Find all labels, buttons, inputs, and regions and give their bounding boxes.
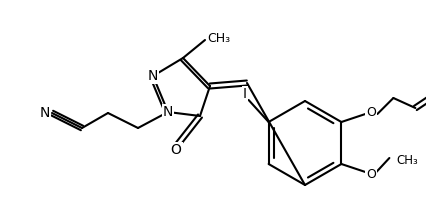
Text: CH₃: CH₃ bbox=[396, 154, 417, 167]
Text: I: I bbox=[242, 87, 246, 101]
Text: O: O bbox=[170, 143, 181, 157]
Text: N: N bbox=[147, 69, 158, 83]
Text: N: N bbox=[40, 106, 50, 120]
Text: CH₃: CH₃ bbox=[207, 31, 230, 44]
Text: O: O bbox=[366, 167, 375, 180]
Text: N: N bbox=[162, 105, 173, 119]
Text: O: O bbox=[366, 106, 375, 119]
